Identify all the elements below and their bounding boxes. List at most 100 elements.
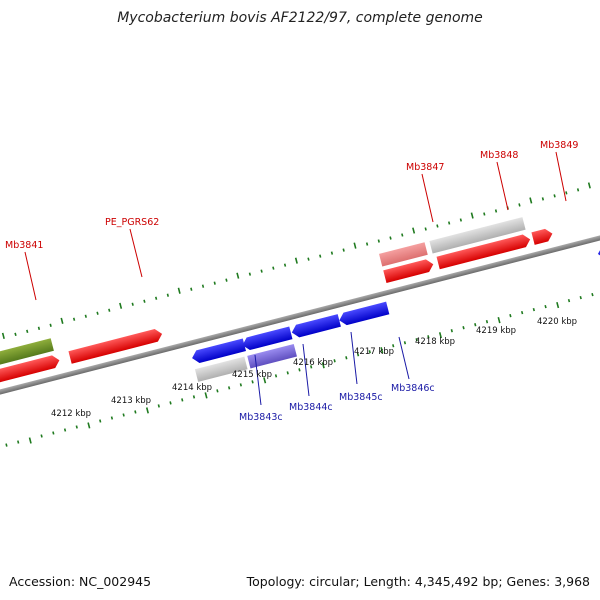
inner-minor-tick xyxy=(333,359,336,363)
outer-minor-tick xyxy=(190,287,193,291)
outer-major-tick xyxy=(353,242,357,249)
outer-major-tick xyxy=(177,287,181,294)
gene-mb3848 xyxy=(429,217,526,254)
outer-minor-tick xyxy=(213,281,216,285)
gene-mb3847 xyxy=(379,242,428,267)
gene-mb3844c xyxy=(247,343,297,369)
inner-major-tick xyxy=(87,422,91,429)
inner-major-tick xyxy=(204,392,208,399)
outer-major-tick xyxy=(1,332,5,339)
inner-major-tick xyxy=(497,317,501,324)
outer-minor-tick xyxy=(201,284,205,288)
inner-minor-tick xyxy=(52,431,55,435)
outer-minor-tick xyxy=(447,221,451,225)
outer-minor-tick xyxy=(518,203,521,207)
inner-minor-tick xyxy=(134,410,137,414)
inner-minor-tick xyxy=(579,295,582,300)
inner-minor-tick xyxy=(392,344,395,348)
genome-backbone xyxy=(0,207,600,421)
tick-row-outer xyxy=(1,182,591,339)
scale-label-4219: 4219 kbp xyxy=(476,326,516,336)
outer-major-tick xyxy=(236,272,240,279)
cds-forward-2 xyxy=(68,329,163,364)
inner-minor-tick xyxy=(239,383,242,387)
gene-mb3841 xyxy=(0,338,54,378)
inner-minor-tick xyxy=(17,440,20,444)
inner-minor-tick xyxy=(345,356,348,360)
feature-track xyxy=(0,182,600,447)
inner-minor-tick xyxy=(169,401,172,405)
inner-minor-tick xyxy=(251,380,254,384)
outer-minor-tick xyxy=(272,266,275,270)
inner-minor-tick xyxy=(181,398,184,402)
inner-minor-tick xyxy=(474,323,477,327)
outer-minor-tick xyxy=(248,272,252,276)
inner-minor-tick xyxy=(544,304,547,309)
inner-minor-tick xyxy=(485,320,489,324)
inner-minor-tick xyxy=(192,395,196,399)
outer-minor-tick xyxy=(319,254,322,258)
scale-label-4218: 4218 kbp xyxy=(415,337,455,347)
outer-minor-tick xyxy=(154,296,158,300)
cds-forward-3 xyxy=(383,259,434,283)
outer-minor-tick xyxy=(365,242,369,246)
inner-minor-tick xyxy=(520,311,524,315)
scale-labels: 4212 kbp 4213 kbp 4214 kbp 4215 kbp 4216… xyxy=(51,317,577,419)
outer-minor-tick xyxy=(459,218,463,222)
outer-minor-tick xyxy=(131,302,134,306)
outer-major-tick xyxy=(119,302,123,309)
inner-minor-tick xyxy=(216,389,219,393)
cds-forward-4 xyxy=(436,234,531,270)
outer-minor-tick xyxy=(283,263,287,267)
inner-minor-tick xyxy=(227,386,231,390)
map-title: Mycobacterium bovis AF2122/97, complete … xyxy=(117,10,483,26)
outer-minor-tick xyxy=(72,317,76,321)
outer-minor-tick xyxy=(108,308,111,312)
inner-minor-tick xyxy=(403,341,407,345)
inner-major-tick xyxy=(263,377,267,384)
gene-label-mb3848: Mb3848 xyxy=(480,150,518,161)
leader-mb3844c xyxy=(302,343,310,397)
gene-label-mb3845c: Mb3845c xyxy=(339,392,383,403)
outer-major-tick xyxy=(294,257,298,264)
outer-minor-tick xyxy=(96,311,99,315)
inner-major-tick xyxy=(145,407,149,414)
outer-minor-tick xyxy=(553,194,556,198)
inner-minor-tick xyxy=(63,428,67,432)
outer-minor-tick xyxy=(84,314,87,318)
scale-label-4220: 4220 kbp xyxy=(537,317,577,327)
outer-major-tick xyxy=(412,227,416,234)
outer-minor-tick xyxy=(260,269,263,273)
outer-minor-tick xyxy=(330,251,334,255)
inner-minor-tick xyxy=(368,350,371,354)
leader-pe-pgrs62 xyxy=(129,228,143,278)
inner-minor-tick xyxy=(591,292,594,297)
cds-forward-5 xyxy=(531,228,553,245)
scale-label-4215: 4215 kbp xyxy=(232,370,272,380)
inner-major-tick xyxy=(321,362,325,369)
outer-minor-tick xyxy=(377,239,380,243)
gene-label-mb3843c: Mb3843c xyxy=(239,412,283,423)
leader-mb3845c xyxy=(350,331,358,385)
leader-mb3841 xyxy=(24,251,37,301)
inner-major-tick xyxy=(28,437,32,444)
inner-minor-tick xyxy=(40,434,43,438)
outer-minor-tick xyxy=(494,209,498,213)
gene-label-mb3846c: Mb3846c xyxy=(391,383,435,394)
outer-minor-tick xyxy=(14,332,17,336)
outer-minor-tick xyxy=(541,197,545,201)
inner-minor-tick xyxy=(415,338,418,342)
gene-label-mb3844c: Mb3844c xyxy=(289,402,333,413)
outer-minor-tick xyxy=(401,233,404,237)
inner-minor-tick xyxy=(286,371,289,375)
inner-minor-tick xyxy=(509,314,512,318)
inner-minor-tick xyxy=(298,368,301,372)
outer-major-tick xyxy=(529,197,533,204)
inner-minor-tick xyxy=(310,365,313,369)
outer-major-tick xyxy=(587,182,591,189)
scale-label-4217: 4217 kbp xyxy=(354,347,394,357)
cds-reverse-1 xyxy=(192,338,246,363)
gene-label-pe-pgrs62: PE_PGRS62 xyxy=(105,217,159,228)
scale-label-4212: 4212 kbp xyxy=(51,409,91,419)
